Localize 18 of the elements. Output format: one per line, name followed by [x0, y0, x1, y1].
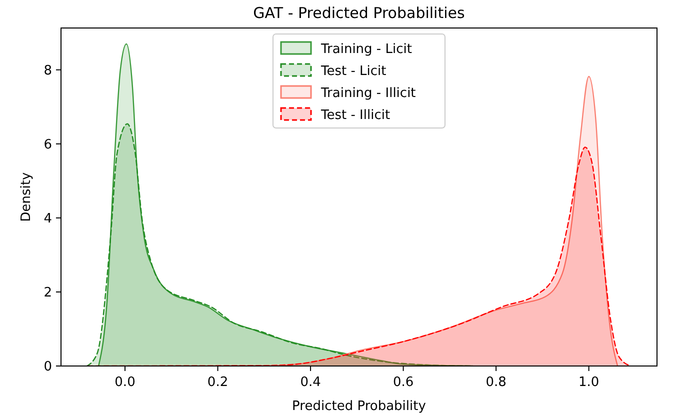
legend-label: Test - Licit	[320, 64, 386, 79]
x-tick-label: 0.8	[486, 375, 506, 390]
y-axis-title: Density	[19, 172, 34, 222]
x-tick-label: 0.6	[392, 375, 414, 390]
legend-label: Training - Licit	[320, 42, 412, 57]
y-tick-label: 6	[44, 137, 52, 152]
y-tick-label: 4	[44, 211, 52, 226]
y-tick-label: 8	[44, 63, 52, 78]
x-axis-title: Predicted Probability	[292, 399, 426, 414]
x-tick-label: 1.0	[578, 375, 600, 390]
x-tick-label: 0.4	[300, 375, 321, 390]
legend-label: Test - Illicit	[320, 108, 390, 123]
x-tick-label: 0.2	[207, 375, 228, 390]
chart-title: GAT - Predicted Probabilities	[253, 4, 466, 22]
y-tick-label: 2	[44, 286, 52, 301]
x-tick-label: 0.0	[114, 375, 136, 390]
y-tick-label: 0	[44, 360, 52, 375]
legend-label: Training - Illicit	[320, 86, 416, 101]
